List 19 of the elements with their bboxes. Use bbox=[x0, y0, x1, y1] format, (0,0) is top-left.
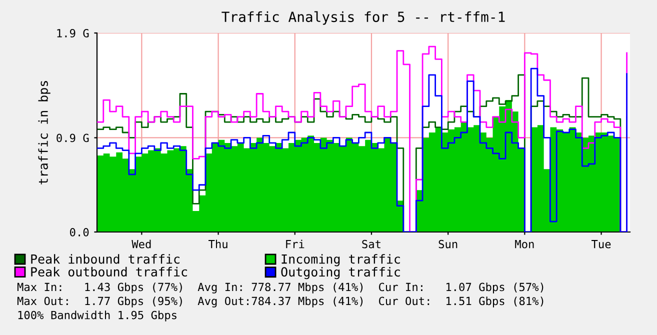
x-tick-label: Tue bbox=[591, 240, 611, 248]
y-axis-title: traffic in bps bbox=[38, 81, 50, 184]
x-tick-label: Fri bbox=[286, 240, 304, 248]
chart-title: Traffic Analysis for 5 -- rt-ffm-1 bbox=[222, 11, 505, 25]
y-tick-label: 0.0 bbox=[70, 228, 89, 236]
legend-label: Peak inbound traffic bbox=[31, 254, 180, 264]
legend-label: Incoming traffic bbox=[282, 254, 400, 266]
text: Max In: 1.43 Gbps (77%) Avg In: 778.77 Mbps (41%) Cur In: 1.07 Gbps (57%) bbox=[17, 282, 544, 294]
legend-label: Peak outbound traffic bbox=[31, 266, 187, 277]
x-tick-label: Sun bbox=[438, 240, 458, 248]
x-tick-label: Thu bbox=[208, 240, 228, 248]
text: 100% Bandwidth 1.95 Gbps bbox=[18, 310, 176, 322]
legend-label: Outgoing traffic bbox=[281, 266, 400, 280]
x-tick-label: Wed bbox=[132, 240, 151, 248]
x-tick-label: Sat bbox=[362, 240, 380, 248]
y-tick-label: 1.9 G bbox=[57, 29, 89, 38]
y-tick-label: 0.9 G bbox=[56, 134, 89, 142]
x-tick-label: Mon bbox=[515, 240, 534, 248]
text: Max Out: 1.77 Gbps (95%) Avg Out:784.37 Mbps (41%) Cur Out: 1.51 Gbps (81%) bbox=[17, 296, 544, 308]
